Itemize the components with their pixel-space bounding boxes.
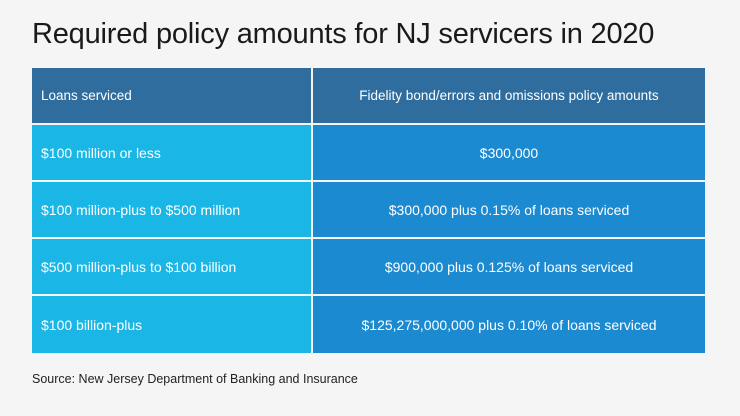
- table-header-loans: Loans serviced: [32, 68, 313, 125]
- table-cell-loans: $100 billion-plus: [32, 296, 313, 353]
- source-note: Source: New Jersey Department of Banking…: [32, 372, 358, 386]
- policy-table: Loans serviced Fidelity bond/errors and …: [32, 68, 705, 353]
- table-cell-policy: $125,275,000,000 plus 0.10% of loans ser…: [313, 296, 705, 353]
- table-cell-policy: $900,000 plus 0.125% of loans serviced: [313, 239, 705, 296]
- table-cell-loans: $500 million-plus to $100 billion: [32, 239, 313, 296]
- table-header-policy: Fidelity bond/errors and omissions polic…: [313, 68, 705, 125]
- table-cell-loans: $100 million-plus to $500 million: [32, 182, 313, 239]
- page-title: Required policy amounts for NJ servicers…: [32, 18, 655, 50]
- table-cell-policy: $300,000 plus 0.15% of loans serviced: [313, 182, 705, 239]
- table-cell-loans: $100 million or less: [32, 125, 313, 182]
- table-cell-policy: $300,000: [313, 125, 705, 182]
